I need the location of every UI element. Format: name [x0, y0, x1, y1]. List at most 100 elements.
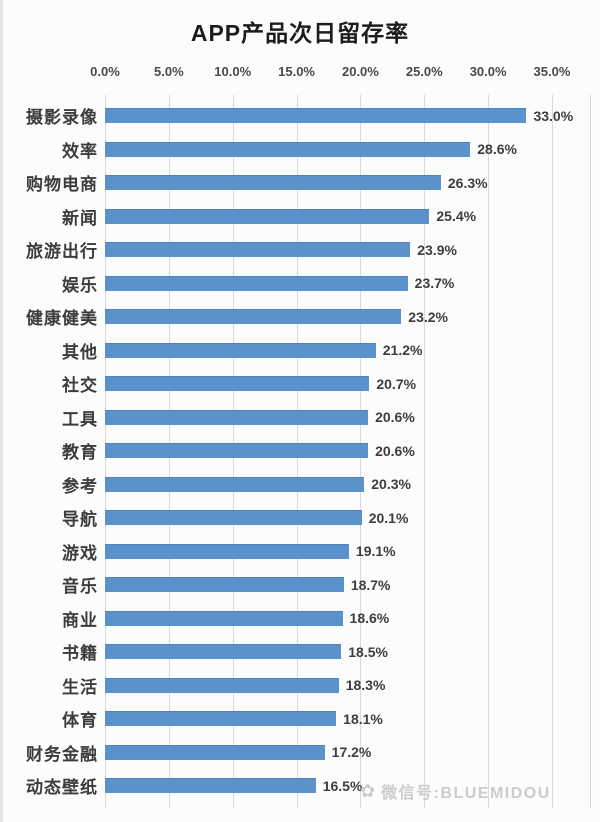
bar-track: 28.6%	[105, 141, 517, 158]
bar	[105, 744, 325, 760]
watermark-logo-icon: ✿	[360, 780, 376, 801]
photo-edge	[0, 0, 3, 822]
value-label: 18.1%	[343, 710, 383, 727]
bar	[105, 510, 362, 526]
category-label: 参考	[62, 476, 98, 496]
category-label: 音乐	[62, 577, 98, 597]
bar-row: 教育 20.6%	[0, 434, 600, 468]
category-label: 购物电商	[26, 175, 98, 195]
bar-row: 其他 21.2%	[0, 334, 600, 368]
bar-row: 体育 18.1%	[0, 702, 600, 736]
bar	[105, 443, 369, 459]
category-label: 书籍	[62, 644, 98, 664]
bar-row: 生活 18.3%	[0, 669, 600, 703]
value-label: 21.2%	[382, 342, 423, 359]
bar	[105, 577, 344, 593]
value-label: 20.7%	[376, 375, 417, 392]
bar-track: 20.6%	[105, 442, 415, 459]
bar-track: 23.2%	[105, 308, 448, 325]
value-label: 17.2%	[331, 744, 372, 761]
value-label: 23.9%	[417, 241, 457, 258]
bar-track: 33.0%	[105, 107, 574, 124]
value-label: 33.0%	[533, 107, 574, 124]
category-label: 游戏	[62, 543, 98, 563]
bar-row: 音乐 18.7%	[0, 568, 600, 602]
bar-track: 20.6%	[105, 409, 415, 426]
bar-track: 25.4%	[105, 208, 476, 224]
value-label: 23.7%	[414, 275, 455, 292]
category-label: 摄影录像	[26, 108, 98, 128]
bar-row: 书籍 18.5%	[0, 635, 600, 669]
category-label: 工具	[62, 409, 98, 429]
bar-row: 娱乐 23.7%	[0, 267, 600, 301]
x-axis-tick-label: 25.0%	[405, 64, 443, 79]
plot-right-border	[590, 95, 591, 808]
value-label: 20.6%	[375, 442, 415, 459]
bar-row: 动态壁纸 16.5%	[0, 769, 600, 803]
chart-title: APP产品次日留存率	[190, 20, 410, 46]
category-label: 生活	[62, 677, 98, 697]
category-label: 动态壁纸	[26, 778, 98, 798]
bar-row: 健康健美 23.2%	[0, 300, 600, 334]
bar-track: 23.7%	[105, 275, 455, 292]
bar	[105, 711, 337, 727]
value-label: 18.6%	[349, 610, 390, 627]
category-label: 教育	[62, 443, 98, 463]
x-axis-tick-label: 30.0%	[469, 64, 507, 79]
bar	[105, 376, 370, 392]
value-label: 16.5%	[322, 777, 363, 794]
bar-track: 18.3%	[105, 677, 386, 694]
x-axis-tick-label: 35.0%	[533, 64, 571, 79]
value-label: 23.2%	[408, 308, 448, 325]
category-label: 效率	[62, 141, 98, 161]
category-label: 新闻	[62, 208, 98, 228]
bar	[105, 644, 342, 660]
category-label: 体育	[62, 711, 98, 731]
bar	[105, 141, 471, 157]
x-axis-tick-label: 5.0%	[154, 64, 184, 79]
category-label: 社交	[62, 376, 98, 396]
bar-row: 购物电商 26.3%	[0, 166, 600, 200]
bar-row: 导航 20.1%	[0, 501, 600, 535]
bar	[105, 778, 316, 794]
category-label: 娱乐	[62, 275, 98, 295]
bar-row: 参考 20.3%	[0, 468, 600, 502]
value-label: 20.1%	[368, 509, 409, 526]
category-label: 财务金融	[26, 744, 98, 764]
bar	[105, 242, 411, 258]
gridline	[551, 95, 553, 808]
bar-row: 效率 28.6%	[0, 133, 600, 167]
watermark: ✿ 微信号:BLUEMIDOU	[360, 779, 551, 803]
bar-track: 23.9%	[105, 241, 457, 258]
value-label: 26.3%	[447, 174, 488, 191]
bar-row: 旅游出行 23.9%	[0, 233, 600, 267]
value-label: 18.3%	[345, 677, 386, 694]
x-axis-tick-label: 20.0%	[341, 64, 379, 79]
value-label: 18.7%	[350, 576, 391, 593]
category-label: 健康健美	[26, 309, 98, 329]
bar-track: 26.3%	[105, 174, 488, 191]
value-label: 20.3%	[371, 476, 411, 493]
bar	[105, 275, 408, 291]
bar-track: 18.7%	[105, 576, 391, 593]
bar	[105, 476, 365, 492]
bar-track: 16.5%	[105, 777, 363, 794]
bar-track: 19.1%	[105, 543, 396, 560]
bar-row: 财务金融 17.2%	[0, 736, 600, 770]
bar	[105, 543, 349, 559]
bar-track: 17.2%	[105, 744, 372, 761]
value-label: 28.6%	[477, 141, 517, 158]
bar-row: 新闻 25.4%	[0, 200, 600, 234]
gridline	[488, 95, 490, 808]
bar	[105, 208, 430, 224]
category-label: 商业	[62, 610, 98, 630]
category-label: 旅游出行	[26, 242, 98, 262]
category-label: 导航	[62, 510, 98, 530]
value-label: 19.1%	[355, 543, 396, 560]
bar	[105, 108, 527, 124]
value-label: 18.5%	[348, 643, 388, 660]
x-axis-tick-label: 0.0%	[90, 64, 120, 79]
x-axis-tick-label: 15.0%	[278, 64, 315, 79]
value-label: 20.6%	[375, 409, 415, 426]
